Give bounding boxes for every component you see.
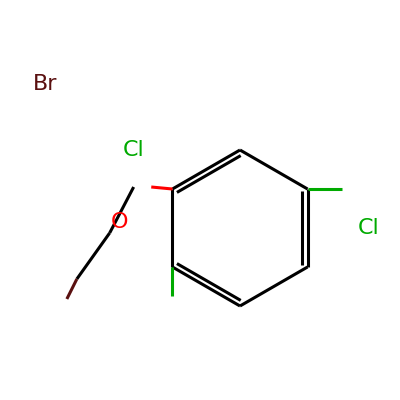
Text: Cl: Cl: [358, 218, 380, 238]
Text: Cl: Cl: [123, 140, 145, 160]
Text: O: O: [111, 212, 129, 232]
Text: Br: Br: [33, 74, 57, 94]
